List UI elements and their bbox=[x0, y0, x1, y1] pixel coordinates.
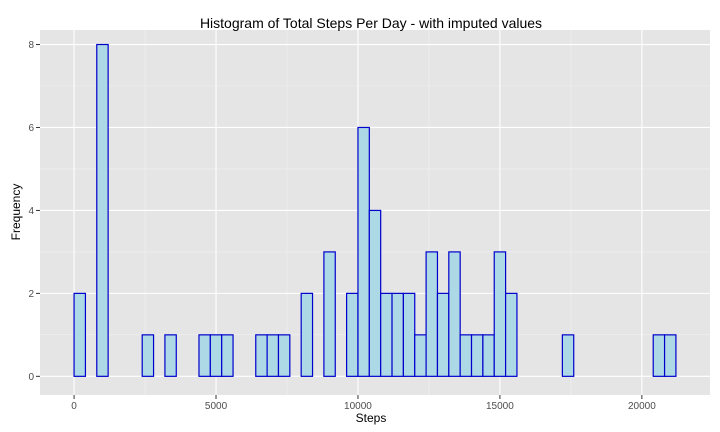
histogram-bar bbox=[425, 251, 439, 377]
histogram-bar bbox=[652, 334, 666, 377]
histogram-bar bbox=[414, 334, 427, 377]
histogram-bar bbox=[164, 334, 177, 377]
histogram-bar bbox=[266, 334, 280, 377]
y-axis-title: Frequency bbox=[9, 184, 23, 241]
x-tick-label: 15000 bbox=[486, 401, 514, 412]
bars-group bbox=[73, 43, 677, 377]
histogram-bar bbox=[221, 334, 234, 377]
x-tick-label: 20000 bbox=[628, 401, 656, 412]
y-tick-label: 8 bbox=[28, 40, 34, 51]
histogram-bar bbox=[141, 334, 155, 377]
histogram-bar bbox=[300, 292, 314, 377]
histogram-bar bbox=[255, 334, 268, 377]
histogram-bar bbox=[368, 209, 382, 377]
y-tick-label: 0 bbox=[28, 372, 34, 383]
histogram-bar bbox=[493, 251, 507, 377]
x-tick-label: 10000 bbox=[344, 401, 372, 412]
histogram-bar bbox=[73, 292, 87, 377]
histogram-bar bbox=[209, 334, 223, 377]
x-tick-label: 0 bbox=[71, 401, 77, 412]
histogram-bar bbox=[346, 292, 359, 377]
chart-title: Histogram of Total Steps Per Day - with … bbox=[200, 15, 542, 31]
histogram-bar bbox=[391, 292, 404, 377]
histogram-bar bbox=[561, 334, 575, 377]
histogram-bar bbox=[436, 292, 450, 377]
histogram-bar bbox=[663, 334, 677, 377]
histogram-bar bbox=[277, 334, 291, 377]
histogram-bar bbox=[402, 292, 416, 377]
histogram-bar bbox=[482, 334, 495, 377]
histogram-bar bbox=[323, 251, 336, 377]
x-tick-label: 5000 bbox=[205, 401, 228, 412]
y-tick-label: 2 bbox=[28, 289, 34, 300]
histogram-bar bbox=[380, 292, 393, 377]
y-tick-label: 6 bbox=[28, 123, 34, 134]
x-axis-title: Steps bbox=[356, 411, 387, 425]
histogram-bar bbox=[504, 292, 518, 377]
histogram-bar bbox=[470, 334, 484, 377]
x-axis: 0 5000 10000 15000 20000 bbox=[71, 395, 656, 412]
histogram-bar bbox=[198, 334, 211, 377]
histogram-bar bbox=[459, 334, 473, 377]
y-tick-label: 4 bbox=[28, 206, 34, 217]
histogram-bar bbox=[448, 251, 461, 377]
histogram-bar bbox=[96, 43, 109, 377]
y-axis: 0 2 4 6 8 bbox=[28, 40, 40, 383]
histogram-bar bbox=[357, 126, 370, 377]
